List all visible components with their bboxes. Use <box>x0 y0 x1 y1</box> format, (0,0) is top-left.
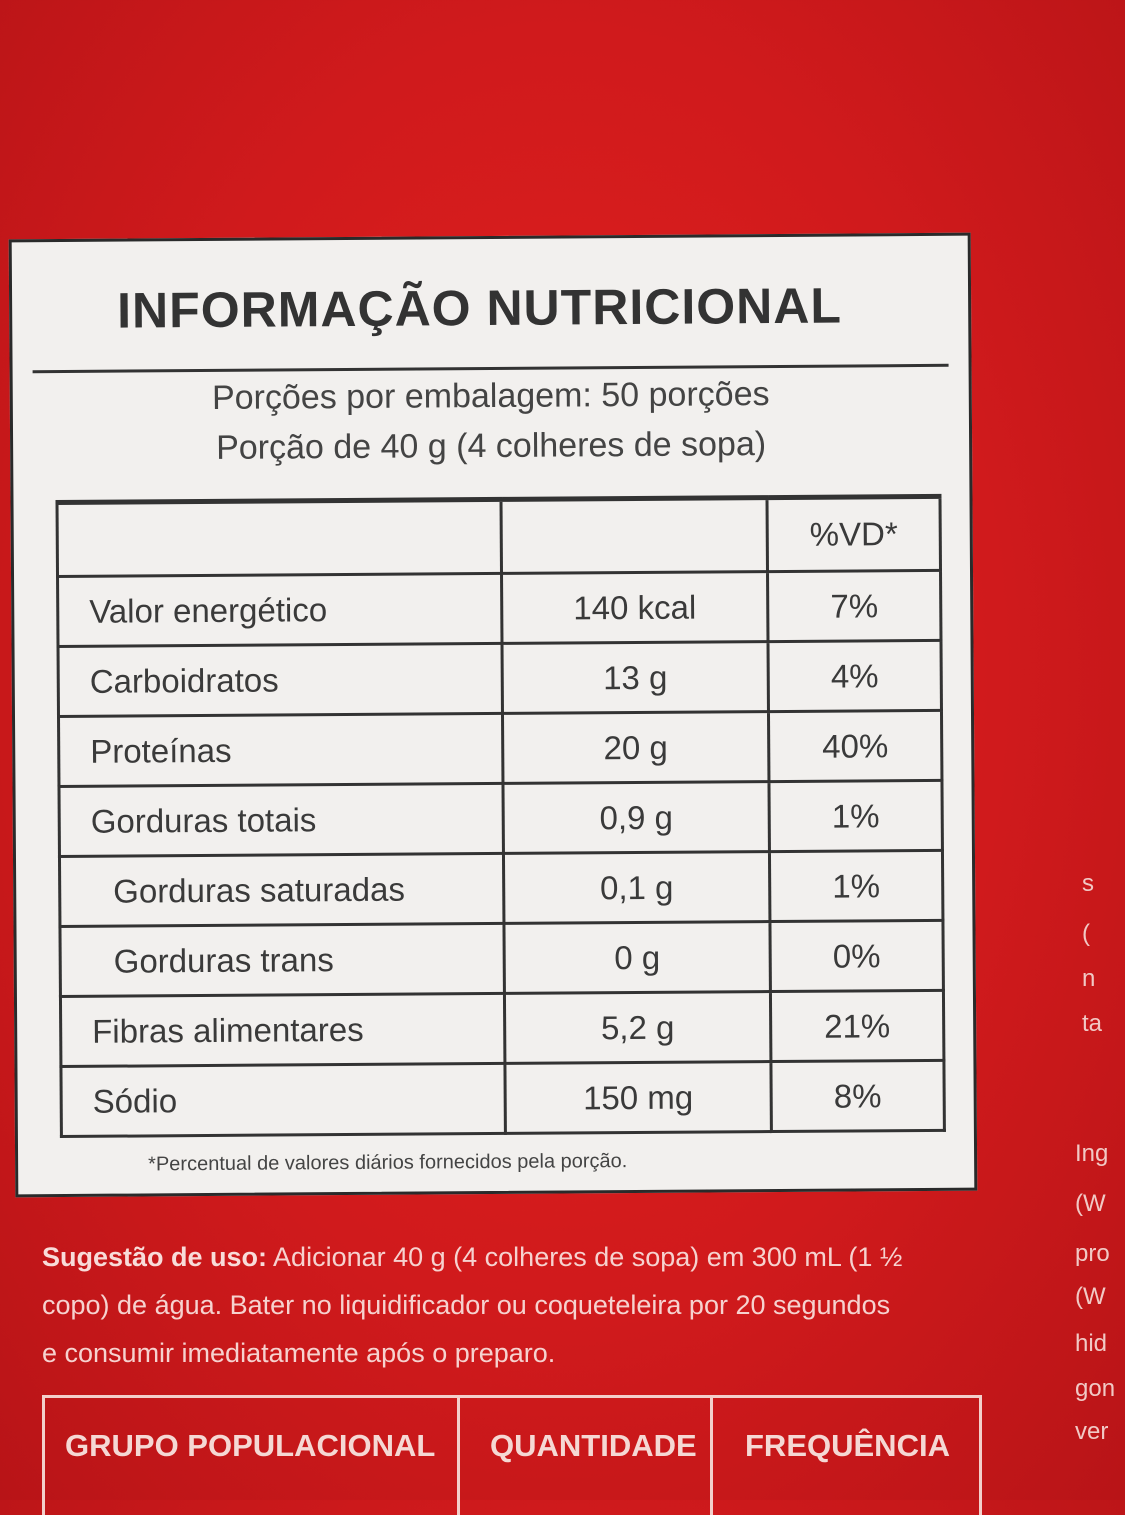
cell: 1% <box>768 780 943 852</box>
side-fragment: Ing <box>1075 1140 1109 1167</box>
footnote: *Percentual de valores diários fornecido… <box>148 1150 628 1176</box>
servings-per-package: Porções por embalagem: 50 porções <box>211 375 770 417</box>
side-fragment: (W <box>1075 1283 1106 1310</box>
cell: Fibras alimentares <box>60 993 505 1067</box>
cell: 0,1 g <box>503 851 770 924</box>
side-fragment: (W <box>1075 1190 1106 1217</box>
table-row: Gorduras trans 0 g 0% <box>59 920 944 997</box>
cell <box>500 497 768 574</box>
cell: 13 g <box>502 641 769 714</box>
cell: 40% <box>768 710 942 782</box>
divider <box>32 363 949 374</box>
cell: Gorduras totais <box>58 783 504 857</box>
side-fragment: ( <box>1082 920 1090 947</box>
side-fragment: hid <box>1075 1330 1108 1357</box>
cell: %VD* <box>766 496 941 572</box>
cell: 21% <box>770 990 944 1062</box>
column-header: QUANTIDADE <box>490 1428 697 1463</box>
table-row: Sódio 150 mg 8% <box>60 1060 945 1137</box>
usage-line: copo) de água. Bater no liquidificador o… <box>42 1290 891 1320</box>
cell: 0 g <box>503 921 771 994</box>
serving-size: Porção de 40 g (4 colheres de sopa) <box>215 425 767 467</box>
cell: 0% <box>769 920 944 992</box>
cell: Valor energético <box>57 573 503 647</box>
cell: 5,2 g <box>504 991 771 1064</box>
cell <box>57 499 502 577</box>
cell: 20 g <box>502 711 769 784</box>
divider <box>710 1398 713 1515</box>
table-row: Gorduras saturadas 0,1 g 1% <box>59 850 943 927</box>
cell: 0,9 g <box>502 781 770 854</box>
cell: 1% <box>769 850 943 922</box>
usage-line: Sugestão de uso: Adicionar 40 g (4 colhe… <box>42 1242 902 1273</box>
table-row: Carboidratos 13 g 4% <box>58 640 942 717</box>
cell: 150 mg <box>504 1061 772 1134</box>
cell: Sódio <box>60 1063 506 1137</box>
table-row: Proteínas 20 g 40% <box>58 710 942 787</box>
side-fragment: s <box>1082 870 1094 897</box>
table-row: Gorduras totais 0,9 g 1% <box>58 780 943 857</box>
divider <box>457 1398 460 1515</box>
cell: 140 kcal <box>501 571 768 644</box>
usage-line: e consumir imediatamente após o preparo. <box>42 1338 556 1368</box>
cell: 8% <box>770 1060 945 1132</box>
usage-label: Sugestão de uso: <box>42 1242 268 1272</box>
cell: Gorduras saturadas <box>59 853 504 927</box>
side-fragment: n <box>1082 965 1096 992</box>
population-table: GRUPO POPULACIONAL QUANTIDADE FREQUÊNCIA <box>42 1395 982 1515</box>
table-row: Valor energético 140 kcal 7% <box>57 570 941 647</box>
cell: Carboidratos <box>58 643 503 717</box>
side-fragment: gon <box>1075 1375 1116 1402</box>
column-header: GRUPO POPULACIONAL <box>65 1428 436 1463</box>
cell: Gorduras trans <box>59 923 505 997</box>
side-fragment: ta <box>1082 1010 1103 1037</box>
side-fragment: ver <box>1075 1418 1109 1445</box>
table-row: Fibras alimentares 5,2 g 21% <box>60 990 944 1067</box>
label-title: INFORMAÇÃO NUTRICIONAL <box>116 277 843 339</box>
table-row: %VD* <box>57 496 941 577</box>
cell: 4% <box>767 640 942 712</box>
column-header: FREQUÊNCIA <box>745 1428 950 1463</box>
side-fragment: pro <box>1075 1240 1110 1267</box>
usage-text: Adicionar 40 g (4 colheres de sopa) em 3… <box>273 1242 903 1272</box>
nutrition-table: %VD* Valor energético 140 kcal 7% Carboidrat… <box>55 494 945 1138</box>
cell: 7% <box>767 570 941 642</box>
nutrition-label: INFORMAÇÃO NUTRICIONAL Porções por embal… <box>8 232 978 1198</box>
cell: Proteínas <box>58 713 503 787</box>
